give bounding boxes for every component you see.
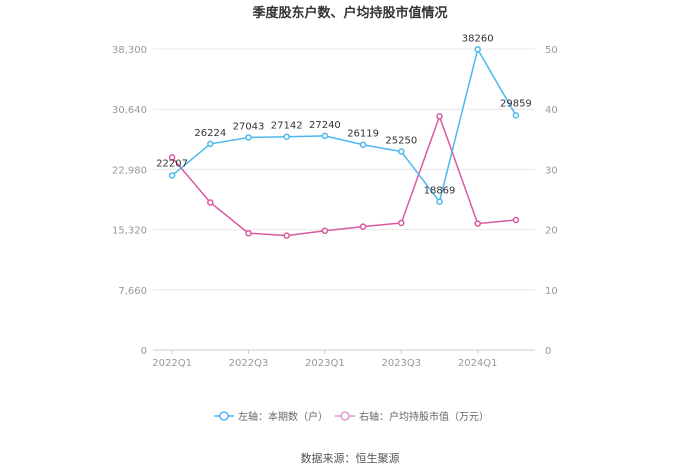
left-axis-tick-label: 22,980 bbox=[112, 165, 147, 176]
left-axis-tick-label: 0 bbox=[141, 346, 147, 357]
x-axis-tick-label: 2022Q3 bbox=[229, 358, 269, 369]
households-point bbox=[512, 112, 520, 119]
avg-value-point bbox=[207, 199, 214, 206]
avg-value-point bbox=[359, 223, 367, 230]
right-axis-tick-label: 30 bbox=[545, 165, 558, 176]
legend: 左轴：本期数（户） 右轴：户均持股市值（万元） bbox=[214, 410, 489, 423]
households-point bbox=[283, 133, 290, 140]
left-axis-tick-label: 15,320 bbox=[112, 226, 147, 237]
legend-marker-households bbox=[219, 411, 229, 421]
avg-value-point bbox=[512, 216, 520, 224]
households-point bbox=[359, 141, 367, 148]
left-axis-tick-label: 7,660 bbox=[118, 286, 147, 297]
households-data-label: 29859 bbox=[500, 98, 532, 109]
households-data-label: 27142 bbox=[271, 121, 303, 132]
households-point bbox=[207, 140, 214, 148]
x-axis-ticks: 2022Q1 2022Q3 2023Q1 2023Q3 2024Q1 bbox=[152, 350, 498, 369]
data-source: 数据来源：恒生聚源 bbox=[301, 451, 400, 465]
avg-value-point bbox=[283, 232, 290, 239]
left-axis-tick-label: 30,640 bbox=[112, 105, 147, 116]
households-data-label: 22207 bbox=[156, 158, 188, 169]
avg-value-point bbox=[474, 220, 481, 227]
right-axis-ticks: 0 10 20 30 40 50 bbox=[545, 45, 558, 357]
x-axis-tick-label: 2023Q3 bbox=[381, 358, 421, 369]
avg-value-point bbox=[168, 154, 176, 161]
households-point bbox=[168, 172, 176, 179]
avg-value-point bbox=[245, 229, 252, 237]
avg-value-line bbox=[171, 114, 516, 237]
x-axis-tick-label: 2024Q1 bbox=[458, 358, 498, 369]
chart-title: 季度股东户数、户均持股市值情况 bbox=[251, 5, 447, 21]
households-line bbox=[171, 47, 517, 204]
right-axis-tick-label: 0 bbox=[545, 346, 551, 357]
legend-item-avg-value[interactable]: 右轴：户均持股市值（万元） bbox=[335, 410, 489, 423]
x-axis-tick-label: 2022Q1 bbox=[152, 358, 192, 369]
right-axis-tick-label: 20 bbox=[545, 226, 558, 237]
households-point bbox=[398, 148, 405, 155]
households-data-label: 27240 bbox=[309, 120, 341, 131]
households-point bbox=[321, 132, 329, 140]
left-axis-tick-label: 38,300 bbox=[112, 45, 147, 56]
series-layer: 22207 26224 27043 27142 27240 26119 25250 18869… bbox=[156, 33, 532, 239]
right-axis-tick-label: 50 bbox=[545, 45, 558, 56]
avg-value-point bbox=[321, 227, 329, 235]
left-axis-ticks: 0 7,660 15,320 22,980 30,640 38,300 bbox=[112, 45, 147, 357]
legend-label-avg-value: 右轴：户均持股市值（万元） bbox=[359, 410, 489, 423]
households-point bbox=[436, 198, 443, 205]
x-axis-tick-label: 2023Q1 bbox=[305, 358, 345, 369]
avg-value-point bbox=[436, 113, 443, 120]
avg-value-point bbox=[398, 219, 405, 227]
households-data-label: 18869 bbox=[424, 186, 456, 197]
households-data-label: 27043 bbox=[233, 121, 265, 132]
households-point bbox=[245, 134, 252, 141]
households-data-label: 38260 bbox=[462, 33, 494, 44]
households-data-label: 26119 bbox=[347, 129, 379, 140]
grid-lines bbox=[153, 48, 535, 351]
right-axis-tick-label: 10 bbox=[545, 286, 558, 297]
households-data-label: 26224 bbox=[194, 128, 226, 139]
right-axis-tick-label: 40 bbox=[545, 105, 558, 116]
legend-marker-avg-value bbox=[340, 411, 350, 421]
legend-label-households: 左轴：本期数（户） bbox=[238, 410, 328, 423]
households-point bbox=[474, 46, 481, 53]
legend-item-households[interactable]: 左轴：本期数（户） bbox=[214, 410, 328, 423]
households-data-label: 25250 bbox=[385, 136, 417, 147]
